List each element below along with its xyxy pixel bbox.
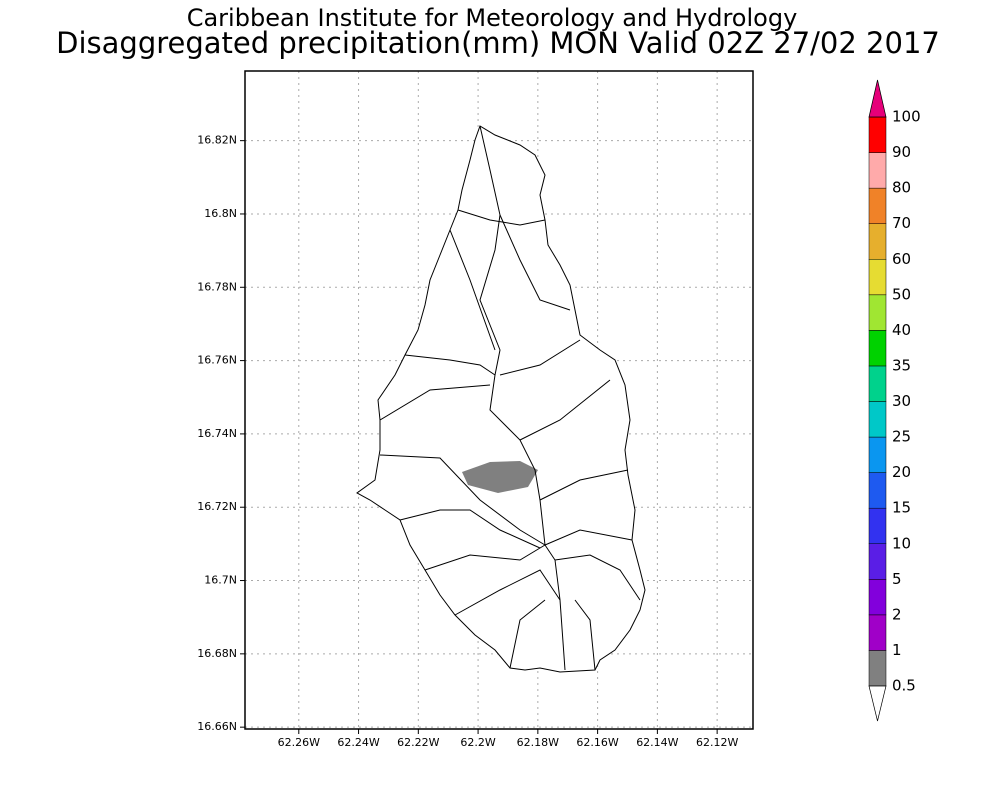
watershed-line <box>479 125 566 671</box>
colorbar-label: 2 <box>892 605 902 623</box>
plot-frame <box>244 70 754 730</box>
colorbar-bin <box>868 650 887 687</box>
colorbar-bin <box>868 401 887 438</box>
watershed-line <box>509 599 546 669</box>
colorbar-label: 10 <box>892 534 911 552</box>
rain-area <box>462 461 538 493</box>
watershed-line <box>574 599 596 671</box>
colorbar-label: 50 <box>892 285 911 303</box>
x-tick-label: 62.16W <box>576 736 618 749</box>
subtitle: Disaggregated precipitation(mm) MON Vali… <box>56 26 940 60</box>
watershed-line <box>399 509 541 549</box>
axes: 62.26W 62.24W 62.22W 62.2W 62.18W 62.16W 62.14… <box>197 134 738 749</box>
colorbar-label: 90 <box>892 143 911 161</box>
x-tick-label: 62.2W <box>460 736 495 749</box>
watershed-line <box>379 454 546 546</box>
x-tick-label: 62.18W <box>517 736 559 749</box>
colorbar-bin <box>868 543 887 580</box>
colorbar-bin <box>868 187 887 224</box>
y-tick-label: 16.78N <box>197 280 237 293</box>
colorbar-label: 20 <box>892 463 911 481</box>
colorbar-label: 40 <box>892 321 911 339</box>
y-tick-label: 16.68N <box>197 647 237 660</box>
colorbar-bin <box>868 116 887 153</box>
title: Caribbean Institute for Meteorology and … <box>187 4 798 32</box>
colorbar-bin <box>868 330 887 367</box>
colorbar-label: 70 <box>892 214 911 232</box>
colorbar-label: 5 <box>892 570 902 588</box>
colorbar-label: 30 <box>892 392 911 410</box>
colorbar-under <box>868 685 887 722</box>
colorbar-bin <box>868 152 887 189</box>
watershed-line <box>449 229 496 351</box>
colorbar-bin <box>868 614 887 651</box>
watershed-line <box>379 384 491 421</box>
colorbar-bin <box>868 294 887 331</box>
watershed-line <box>519 379 611 441</box>
colorbar-bin <box>868 365 887 402</box>
colorbar-label: 1 <box>892 641 902 659</box>
watershed-line <box>539 469 629 501</box>
y-tick-label: 16.7N <box>204 574 237 587</box>
island <box>356 125 646 673</box>
watershed-line <box>457 209 546 226</box>
x-tick-label: 62.22W <box>397 736 439 749</box>
x-tick-label: 62.24W <box>337 736 379 749</box>
watershed-line <box>404 354 496 376</box>
island-outline <box>356 125 646 673</box>
x-tick-label: 62.12W <box>696 736 738 749</box>
watershed-line <box>424 544 546 571</box>
colorbar-bin <box>868 223 887 260</box>
colorbar-bin <box>868 507 887 544</box>
colorbar-label: 80 <box>892 179 911 197</box>
colorbar-bin <box>868 472 887 509</box>
y-tick-label: 16.76N <box>197 354 237 367</box>
watershed-line <box>499 214 571 311</box>
colorbar-label: 0.5 <box>892 677 916 695</box>
colorbar-label: 25 <box>892 428 911 446</box>
colorbar-label: 60 <box>892 250 911 268</box>
watershed-line <box>499 339 581 376</box>
x-tick-label: 62.14W <box>636 736 678 749</box>
y-tick-label: 16.66N <box>197 720 237 733</box>
colorbar-label: 15 <box>892 499 911 517</box>
watershed-line <box>544 529 633 546</box>
colorbar-label: 100 <box>892 108 921 126</box>
y-tick-label: 16.82N <box>197 134 237 147</box>
colorbar-bin <box>868 436 887 473</box>
x-tick-label: 62.26W <box>278 736 320 749</box>
watershed-line <box>454 569 561 616</box>
colorbar-over <box>868 79 887 118</box>
colorbar-bin <box>868 579 887 616</box>
colorbar-label: 35 <box>892 356 911 374</box>
colorbar-bin <box>868 259 887 296</box>
watershed-line <box>554 554 641 601</box>
y-tick-label: 16.74N <box>197 427 237 440</box>
y-tick-label: 16.8N <box>204 207 237 220</box>
y-tick-label: 16.72N <box>197 500 237 513</box>
